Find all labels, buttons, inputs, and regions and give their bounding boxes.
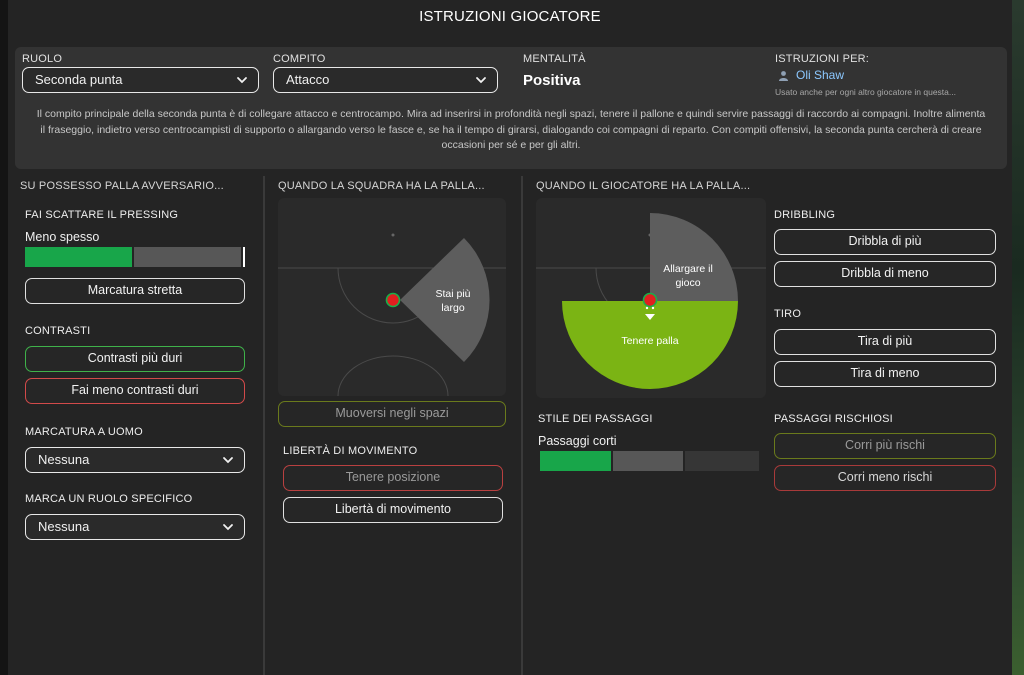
tenere-posizione-button[interactable]: Tenere posizione xyxy=(283,465,503,491)
pressing-level-label: Meno spesso xyxy=(25,230,100,244)
movement-zone[interactable] xyxy=(400,238,490,362)
player-dot xyxy=(385,292,401,308)
marca-ruolo-value: Nessuna xyxy=(38,519,90,534)
stile-passaggi-heading: STILE DEI PASSAGGI xyxy=(538,413,653,425)
passing-fill xyxy=(540,451,611,471)
dribbla-piu-button[interactable]: Dribbla di più xyxy=(774,229,996,255)
tira-meno-button[interactable]: Tira di meno xyxy=(774,361,996,387)
page-title: ISTRUZIONI GIOCATORE xyxy=(419,8,601,25)
passing-style-slider[interactable] xyxy=(540,451,759,471)
ruolo-label: RUOLO xyxy=(22,53,63,65)
hold-zone[interactable] xyxy=(562,301,738,389)
chevron-down-icon xyxy=(237,77,247,84)
chevron-down-icon xyxy=(223,457,233,464)
chevron-down-icon xyxy=(476,77,486,84)
pitch-lines xyxy=(536,213,766,389)
pressing-heading: FAI SCATTARE IL PRESSING xyxy=(25,209,179,221)
pitch-label-hold: Tenere palla xyxy=(621,335,679,347)
ruolo-dropdown[interactable]: Seconda punta xyxy=(22,67,259,93)
pitch-label-wide: Allargare il gioco xyxy=(663,263,713,289)
player-note: Usato anche per ogni altro giocatore in … xyxy=(775,87,956,97)
marcatura-uomo-heading: MARCATURA A UOMO xyxy=(25,426,143,438)
marcatura-uomo-value: Nessuna xyxy=(38,452,90,467)
team-pitch-diagram: Stai più largo xyxy=(278,198,506,396)
stile-level-label: Passaggi corti xyxy=(538,434,617,448)
dribbling-heading: DRIBBLING xyxy=(774,209,836,221)
corri-piu-rischi-button[interactable]: Corri più rischi xyxy=(774,433,996,459)
passing-track xyxy=(613,451,683,471)
column-divider xyxy=(521,176,523,675)
player-dot xyxy=(642,292,658,308)
role-header: RUOLO Seconda punta COMPITO Attacco MENT… xyxy=(15,47,1007,169)
dribbla-meno-button[interactable]: Dribbla di meno xyxy=(774,261,996,287)
column-divider xyxy=(263,176,265,675)
col2-heading: QUANDO LA SQUADRA HA LA PALLA... xyxy=(278,180,485,192)
player-name-link[interactable]: Oli Shaw xyxy=(796,68,845,82)
passing-track-end xyxy=(685,451,759,471)
pitch-label-wide: Stai più largo xyxy=(435,288,471,314)
contrasti-heading: CONTRASTI xyxy=(25,325,91,337)
down-arrow-icon xyxy=(645,314,655,320)
compito-value: Attacco xyxy=(286,72,330,87)
player-pitch-diagram: Allargare il gioco Tenere palla xyxy=(536,198,766,398)
muoversi-spazi-button[interactable]: Muoversi negli spazi xyxy=(278,401,506,427)
background-strip xyxy=(1012,0,1024,675)
col3-heading: QUANDO IL GIOCATORE HA LA PALLA... xyxy=(536,180,751,192)
passaggi-rischiosi-heading: PASSAGGI RISCHIOSI xyxy=(774,413,893,425)
wide-zone[interactable] xyxy=(650,213,738,301)
liberta-heading: LIBERTÀ DI MOVIMENTO xyxy=(283,445,418,457)
pressing-track xyxy=(134,247,241,267)
meno-contrasti-button[interactable]: Fai meno contrasti duri xyxy=(25,378,245,404)
pitch-lines xyxy=(278,233,506,396)
compito-label: COMPITO xyxy=(273,53,326,65)
mentalita-value: Positiva xyxy=(523,72,581,89)
tira-piu-button[interactable]: Tira di più xyxy=(774,329,996,355)
marca-ruolo-dropdown[interactable]: Nessuna xyxy=(25,514,245,540)
pressing-fill xyxy=(25,247,132,267)
liberta-movimento-button[interactable]: Libertà di movimento xyxy=(283,497,503,523)
contrasti-duri-button[interactable]: Contrasti più duri xyxy=(25,346,245,372)
istruzioni-per-label: ISTRUZIONI PER: xyxy=(775,53,870,65)
ruolo-value: Seconda punta xyxy=(35,72,123,87)
compito-dropdown[interactable]: Attacco xyxy=(273,67,498,93)
tiro-heading: TIRO xyxy=(774,308,802,320)
mentalita-label: MENTALITÀ xyxy=(523,53,586,65)
col1-heading: SU POSSESSO PALLA AVVERSARIO... xyxy=(20,180,224,192)
chevron-down-icon xyxy=(223,524,233,531)
slider-end-marker xyxy=(243,247,245,267)
player-instructions-panel: ISTRUZIONI GIOCATORE RUOLO Seconda punta… xyxy=(8,0,1012,675)
person-icon xyxy=(779,71,788,81)
marca-ruolo-heading: MARCA UN RUOLO SPECIFICO xyxy=(25,493,193,505)
marcatura-uomo-dropdown[interactable]: Nessuna xyxy=(25,447,245,473)
pressing-slider[interactable] xyxy=(25,247,245,267)
role-description: Il compito principale della seconda punt… xyxy=(36,108,986,151)
left-edge xyxy=(0,0,8,675)
corri-meno-rischi-button[interactable]: Corri meno rischi xyxy=(774,465,996,491)
marcatura-stretta-button[interactable]: Marcatura stretta xyxy=(25,278,245,304)
